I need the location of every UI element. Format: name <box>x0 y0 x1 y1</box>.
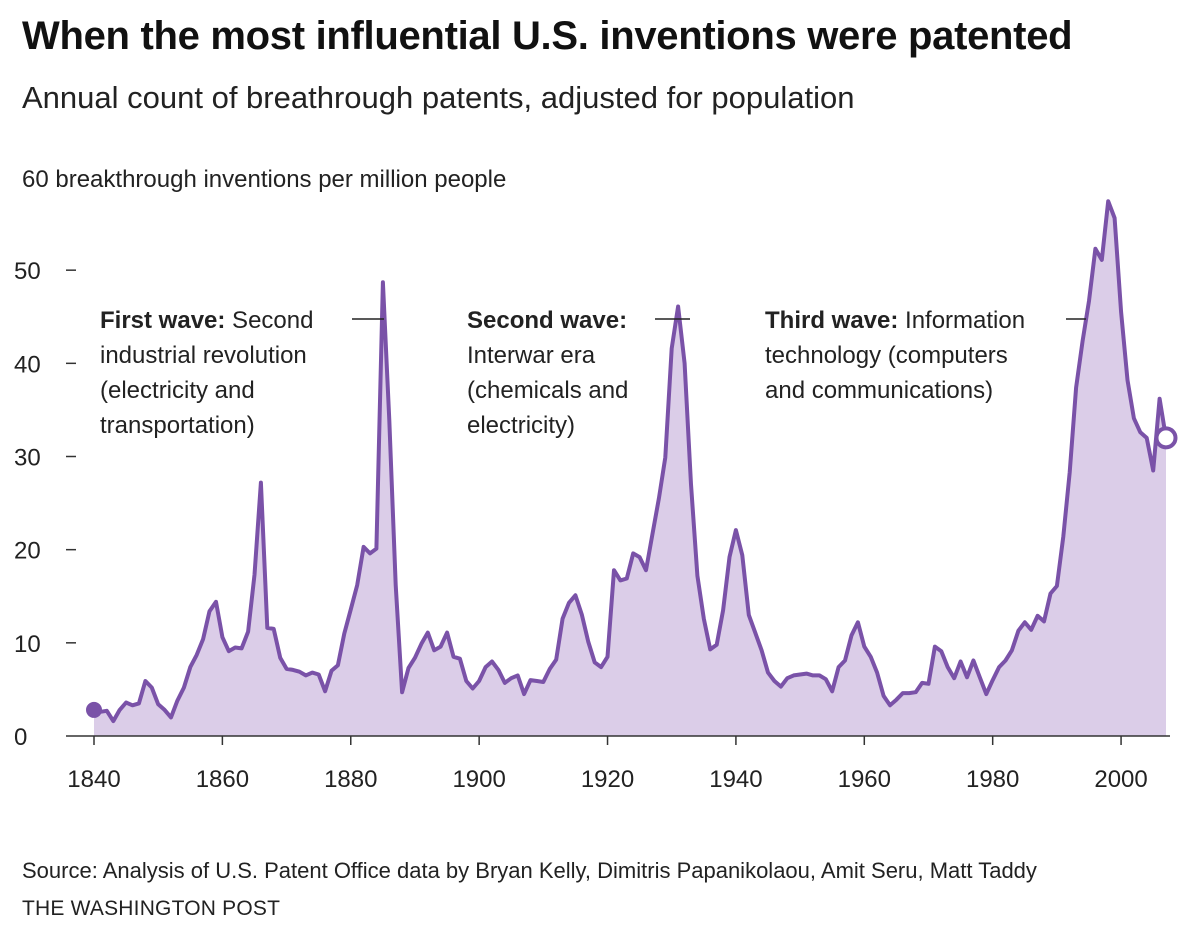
series-line <box>92 199 1168 724</box>
x-tick-label-1940: 1940 <box>709 766 762 793</box>
y-tick-label-20: 20 <box>14 538 41 565</box>
first-wave-text-line: Second <box>225 307 313 334</box>
third-wave-text-line: and communications) <box>765 377 993 404</box>
x-tick-label-1980: 1980 <box>966 766 1019 793</box>
chart-subtitle: Annual count of breathrough patents, adj… <box>22 80 855 115</box>
x-tick-label-1960: 1960 <box>838 766 891 793</box>
second-wave-text-line: Interwar era <box>467 342 596 369</box>
x-tick-label-1920: 1920 <box>581 766 634 793</box>
y-tick-label-30: 30 <box>14 445 41 472</box>
source-note: Source: Analysis of U.S. Patent Office d… <box>22 858 1037 883</box>
start-marker <box>86 701 102 718</box>
x-tick-label-1840: 1840 <box>67 766 120 793</box>
chart-marks: 0 10 20 30 40 50 1840 1860 1880 1900 1920 1940 1960 1… <box>14 199 1178 793</box>
third-wave-annotation: Third wave: Information technology (compu… <box>765 307 1025 404</box>
second-wave-text-line: electricity) <box>467 412 575 439</box>
y-tick-label-50: 50 <box>14 258 41 285</box>
first-wave-label: First wave: <box>100 307 225 334</box>
first-wave-text-line: industrial revolution <box>100 342 307 369</box>
y-tick-label-0: 0 <box>14 724 27 751</box>
first-wave-text-line: transportation) <box>100 412 255 439</box>
end-marker <box>1154 426 1178 450</box>
y-tick-label-40: 40 <box>14 351 41 378</box>
publisher-credit: THE WASHINGTON POST <box>22 897 281 920</box>
second-wave-label: Second wave: <box>467 307 627 334</box>
x-tick-label-1880: 1880 <box>324 766 377 793</box>
second-wave-annotation: Second wave: Interwar era (chemicals and el… <box>467 307 628 439</box>
y-unit-label: 60 breakthrough inventions per million p… <box>22 166 506 193</box>
series-area <box>94 201 1166 736</box>
third-wave-text-line: Information <box>898 307 1025 334</box>
first-wave-annotation: First wave: Second industrial revolution (… <box>100 307 313 439</box>
first-wave-text-line: (electricity and <box>100 377 255 404</box>
chart: 60 breakthrough inventions per million p… <box>14 166 1178 793</box>
x-tick-label-1900: 1900 <box>452 766 505 793</box>
chart-title: When the most influential U.S. invention… <box>22 14 1073 58</box>
second-wave-text-line: (chemicals and <box>467 377 628 404</box>
third-wave-text-line: technology (computers <box>765 342 1008 369</box>
x-tick-label-1860: 1860 <box>196 766 249 793</box>
x-tick-label-2000: 2000 <box>1094 766 1147 793</box>
y-tick-label-10: 10 <box>14 631 41 658</box>
third-wave-label: Third wave: <box>765 307 898 334</box>
